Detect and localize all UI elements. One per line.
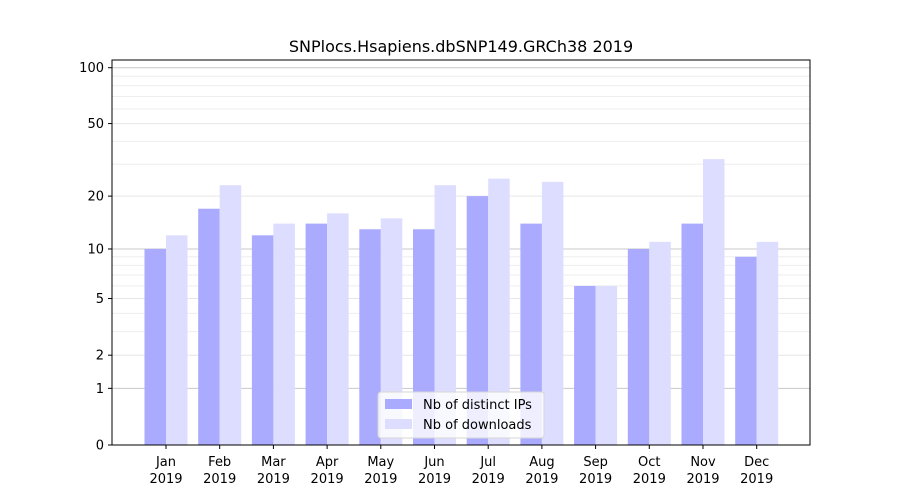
y-tick-label: 2 xyxy=(96,349,104,364)
x-tick-label-month: Sep xyxy=(583,455,608,470)
y-axis: 0 1 2 5 10 20 50 100 xyxy=(79,61,112,454)
y-tick-label: 1 xyxy=(96,382,104,397)
y-tick-label: 50 xyxy=(87,117,104,132)
bar-distinct-ips xyxy=(520,223,542,445)
bar-distinct-ips xyxy=(466,196,489,445)
x-tick-label-month: Nov xyxy=(690,455,716,470)
bar-distinct-ips xyxy=(735,256,757,445)
x-tick-label-month: Jul xyxy=(479,455,496,470)
bar-downloads xyxy=(756,241,779,445)
x-tick-label-year: 2019 xyxy=(203,472,236,487)
y-tick-label: 5 xyxy=(96,292,104,307)
bar-downloads xyxy=(595,285,618,445)
legend-swatch xyxy=(385,419,412,429)
x-tick-label-month: Jun xyxy=(423,455,444,470)
x-tick-label-month: Feb xyxy=(208,455,231,470)
x-tick-label-year: 2019 xyxy=(686,472,719,487)
bar-downloads xyxy=(541,181,564,446)
y-tick-label: 10 xyxy=(87,242,104,257)
bar-downloads xyxy=(327,213,349,445)
bar-downloads xyxy=(380,218,403,445)
x-tick-label-year: 2019 xyxy=(633,472,666,487)
y-tick-label: 100 xyxy=(79,61,104,76)
y-tick-label: 0 xyxy=(96,439,104,454)
x-tick-label-month: Oct xyxy=(638,455,660,470)
plot-area-frame xyxy=(111,59,811,446)
bar-downloads xyxy=(703,159,725,445)
bar-distinct-ips xyxy=(305,223,328,445)
x-tick-label-month: Apr xyxy=(316,455,339,470)
x-tick-label-year: 2019 xyxy=(472,472,505,487)
x-tick-label-month: Jan xyxy=(155,455,176,470)
bar-distinct-ips xyxy=(198,208,220,445)
x-tick-label-year: 2019 xyxy=(525,472,558,487)
bars xyxy=(144,159,779,446)
x-tick-label-month: Mar xyxy=(261,455,286,470)
x-tick-label-year: 2019 xyxy=(740,472,773,487)
bar-downloads xyxy=(166,235,188,445)
x-tick-label-month: Aug xyxy=(529,455,554,470)
bar-downloads xyxy=(488,178,510,445)
y-tick-label: 20 xyxy=(87,190,104,205)
bar-distinct-ips xyxy=(359,229,381,445)
bar-distinct-ips xyxy=(574,285,596,445)
legend-box xyxy=(377,391,545,439)
bar-distinct-ips xyxy=(681,223,703,445)
bar-distinct-ips xyxy=(627,248,650,445)
x-tick-label-month: May xyxy=(367,455,394,470)
x-tick-label-year: 2019 xyxy=(257,472,290,487)
bar-distinct-ips xyxy=(251,235,274,445)
bar-distinct-ips xyxy=(413,229,435,445)
chart-title: SNPlocs.Hsapiens.dbSNP149.GRCh38 2019 xyxy=(289,37,633,56)
legend-label: Nb of distinct IPs xyxy=(423,398,532,413)
x-tick-label-year: 2019 xyxy=(311,472,344,487)
legend: Nb of distinct IPs Nb of downloads xyxy=(377,391,545,439)
x-tick-label-month: Dec xyxy=(744,455,769,470)
x-tick-label-year: 2019 xyxy=(579,472,612,487)
x-tick-label-year: 2019 xyxy=(418,472,451,487)
bar-downloads xyxy=(649,241,671,445)
legend-label: Nb of downloads xyxy=(423,418,532,433)
bar-downloads xyxy=(434,185,456,445)
legend-swatch xyxy=(385,399,412,409)
bar-downloads xyxy=(219,185,242,445)
bar-distinct-ips xyxy=(144,248,166,445)
x-axis: Jan 2019 Feb 2019 Mar 2019 Apr 2019 May 2019 Jun 20… xyxy=(149,445,773,487)
x-tick-label-year: 2019 xyxy=(149,472,182,487)
x-tick-label-year: 2019 xyxy=(364,472,397,487)
bar-downloads xyxy=(273,223,295,445)
